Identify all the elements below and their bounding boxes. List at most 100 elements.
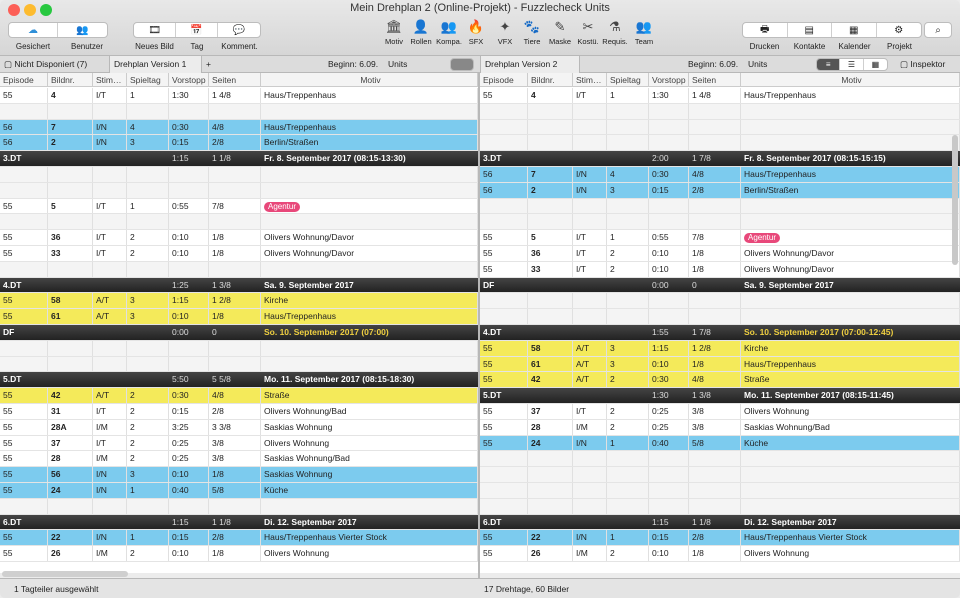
table-row[interactable]: [480, 198, 960, 215]
table-row[interactable]: 55 24 I/N 1 0:40 5/8 Küche: [480, 435, 960, 452]
day-separator-row[interactable]: 4.DT 1:55 1 7/8 So. 10. September 2017 (07:…: [480, 324, 960, 341]
table-row[interactable]: 55 33 I/T 2 0:10 1/8 Olivers Wohnung/Davor: [0, 245, 478, 262]
toolbar-kost-button[interactable]: ✂ Kostü.: [574, 19, 602, 46]
column-header-episode[interactable]: Episode: [480, 73, 528, 87]
column-header-bildnr[interactable]: Bildnr.: [528, 73, 573, 87]
column-header-episode[interactable]: Episode: [0, 73, 48, 87]
tab-drehplan-version-2[interactable]: Drehplan Version 2: [480, 56, 580, 73]
day-separator-row[interactable]: DF 0:00 0 So. 10. September 2017 (07:00): [0, 324, 478, 341]
table-row[interactable]: [0, 103, 478, 120]
table-row[interactable]: 55 4 I/T 1 1:30 1 4/8 Haus/Treppenhaus: [480, 88, 960, 104]
table-row[interactable]: 55 26 I/M 2 0:10 1/8 Olivers Wohnung: [480, 546, 960, 562]
table-row[interactable]: 55 28A I/M 2 3:25 3 3/8 Saskias Wohnung: [0, 419, 478, 436]
table-row[interactable]: 55 5 I/T 1 0:55 7/8 Agentur: [480, 230, 960, 246]
table-row[interactable]: 56 7 I/N 4 0:30 4/8 Haus/Treppenhaus: [480, 166, 960, 183]
minimize-window-button[interactable]: [24, 4, 36, 16]
table-row[interactable]: 55 61 A/T 3 0:10 1/8 Haus/Treppenhaus: [480, 356, 960, 373]
column-header-motiv[interactable]: Motiv: [261, 73, 478, 87]
split-divider[interactable]: [478, 73, 480, 578]
table-row[interactable]: 55 28 I/M 2 0:25 3/8 Saskias Wohnung/Bad: [480, 419, 960, 436]
view-mode-segments[interactable]: ≡ ☰ ▦: [816, 58, 888, 71]
table-row[interactable]: 56 2 I/N 3 0:15 2/8 Berlin/Straßen: [480, 182, 960, 199]
day-separator-row[interactable]: 6.DT 1:15 1 1/8 Di. 12. September 2017: [480, 514, 960, 531]
day-separator-row[interactable]: DF 0:00 0 Sa. 9. September 2017: [480, 277, 960, 294]
column-header-seiten[interactable]: Seiten: [209, 73, 261, 87]
table-row[interactable]: [480, 103, 960, 120]
table-row[interactable]: 55 22 I/N 1 0:15 2/8 Haus/Treppenhaus Vierter …: [480, 530, 960, 547]
table-row[interactable]: 55 42 A/T 2 0:30 4/8 Straße: [480, 372, 960, 389]
toolbar-requis-button[interactable]: ⚗ Requis.: [601, 19, 629, 46]
table-row[interactable]: 55 4 I/T 1 1:30 1 4/8 Haus/Treppenhaus: [0, 88, 478, 104]
zoom-window-button[interactable]: [40, 4, 52, 16]
table-row[interactable]: 55 56 I/N 3 0:10 1/8 Saskias Wohnung: [0, 467, 478, 483]
film-icon[interactable]: 🎞: [134, 23, 177, 37]
column-header-stimmung[interactable]: Stim…: [93, 73, 127, 87]
table-row[interactable]: 55 26 I/M 2 0:10 1/8 Olivers Wohnung: [0, 546, 478, 562]
print-icon[interactable]: 🖶: [743, 23, 788, 37]
column-header-seiten[interactable]: Seiten: [689, 73, 741, 87]
tab-drehplan-version-1[interactable]: Drehplan Version 1: [110, 56, 202, 73]
table-row[interactable]: 56 2 I/N 3 0:15 2/8 Berlin/Straßen: [0, 135, 478, 152]
tag-badge[interactable]: Agentur: [264, 201, 301, 212]
column-header-vorstopp[interactable]: Vorstopp: [169, 73, 209, 87]
toolbar-motiv-button[interactable]: 🏛 Motiv: [380, 19, 408, 46]
table-row[interactable]: 55 37 I/T 2 0:25 3/8 Olivers Wohnung: [480, 403, 960, 420]
day-separator-row[interactable]: 3.DT 2:00 1 7/8 Fr. 8. September 2017 (08:1…: [480, 151, 960, 167]
calendar-grid-icon[interactable]: ▦: [832, 23, 877, 37]
toolbar-maske-button[interactable]: ✎ Maske: [546, 19, 574, 46]
calendar-icon[interactable]: 📅: [176, 23, 218, 37]
table-row[interactable]: [480, 451, 960, 468]
day-separator-row[interactable]: 5.DT 1:30 1 3/8 Mo. 11. September 2017 (08:…: [480, 388, 960, 404]
table-row[interactable]: 55 36 I/T 2 0:10 1/8 Olivers Wohnung/Davor: [0, 230, 478, 246]
table-row[interactable]: 55 33 I/T 2 0:10 1/8 Olivers Wohnung/Davor: [480, 261, 960, 278]
tag-badge[interactable]: Agentur: [744, 233, 781, 244]
toolbar-vfx-button[interactable]: ✦ VFX: [491, 19, 519, 46]
gear-icon[interactable]: ⚙: [894, 24, 904, 36]
toolbar-sfx-button[interactable]: 🔥 SFX: [462, 19, 490, 46]
table-row[interactable]: 55 22 I/N 1 0:15 2/8 Haus/Treppenhaus Vierter …: [0, 530, 478, 547]
vertical-scrollbar[interactable]: [952, 135, 958, 265]
table-row[interactable]: [480, 293, 960, 310]
table-row[interactable]: 55 5 I/T 1 0:55 7/8 Agentur: [0, 198, 478, 215]
table-row[interactable]: [480, 309, 960, 325]
table-row[interactable]: [480, 214, 960, 231]
table-row[interactable]: [0, 498, 478, 515]
table-row[interactable]: [480, 498, 960, 515]
toolbar-tiere-button[interactable]: 🐾 Tiere: [518, 19, 546, 46]
table-row[interactable]: [0, 356, 478, 373]
table-row[interactable]: 55 58 A/T 3 1:15 1 2/8 Kirche: [480, 340, 960, 357]
table-row[interactable]: [0, 166, 478, 183]
column-header-spieltag[interactable]: Spieltag: [127, 73, 169, 87]
toolbar-team-button[interactable]: 👥 Team: [630, 19, 658, 46]
table-row[interactable]: 55 31 I/T 2 0:15 2/8 Olivers Wohnung/Bad: [0, 403, 478, 420]
table-row[interactable]: 55 37 I/T 2 0:25 3/8 Olivers Wohnung: [0, 435, 478, 452]
table-row[interactable]: 55 28 I/M 2 0:25 3/8 Saskias Wohnung/Bad: [0, 451, 478, 468]
comment-icon[interactable]: 💬: [232, 24, 246, 36]
column-header-motiv[interactable]: Motiv: [741, 73, 960, 87]
users-icon[interactable]: 👥: [76, 24, 89, 36]
table-row[interactable]: [480, 482, 960, 499]
table-row[interactable]: 55 61 A/T 3 0:10 1/8 Haus/Treppenhaus: [0, 309, 478, 325]
contacts-icon[interactable]: ▤: [788, 23, 832, 37]
table-row[interactable]: 55 42 A/T 2 0:30 4/8 Straße: [0, 388, 478, 404]
toolbar-rollen-button[interactable]: 👤 Rollen: [407, 19, 435, 46]
table-row[interactable]: 55 58 A/T 3 1:15 1 2/8 Kirche: [0, 293, 478, 310]
column-header-bildnr[interactable]: Bildnr.: [48, 73, 93, 87]
schedule-table-left[interactable]: Episode Bildnr. Stim… Spieltag Vorstopp Seite…: [0, 73, 478, 573]
table-row[interactable]: [0, 214, 478, 231]
table-row[interactable]: [480, 135, 960, 152]
column-header-spieltag[interactable]: Spieltag: [607, 73, 649, 87]
day-separator-row[interactable]: 4.DT 1:25 1 3/8 Sa. 9. September 2017: [0, 277, 478, 294]
grid-view-icon[interactable]: ▦: [871, 60, 880, 69]
add-tab-button[interactable]: +: [206, 59, 211, 69]
table-row[interactable]: [0, 261, 478, 278]
day-separator-row[interactable]: 6.DT 1:15 1 1/8 Di. 12. September 2017: [0, 514, 478, 531]
table-row[interactable]: [480, 119, 960, 136]
table-row[interactable]: 55 24 I/N 1 0:40 5/8 Küche: [0, 482, 478, 499]
day-separator-row[interactable]: 3.DT 1:15 1 1/8 Fr. 8. September 2017 (08:1…: [0, 151, 478, 167]
cloud-icon[interactable]: ☁: [9, 23, 59, 37]
list-view-icon[interactable]: ≡: [817, 59, 841, 70]
column-header-vorstopp[interactable]: Vorstopp: [649, 73, 689, 87]
inspector-toggle[interactable]: ▢ Inspektor: [900, 59, 946, 69]
day-separator-row[interactable]: 5.DT 5:50 5 5/8 Mo. 11. September 2017 (08:…: [0, 372, 478, 389]
